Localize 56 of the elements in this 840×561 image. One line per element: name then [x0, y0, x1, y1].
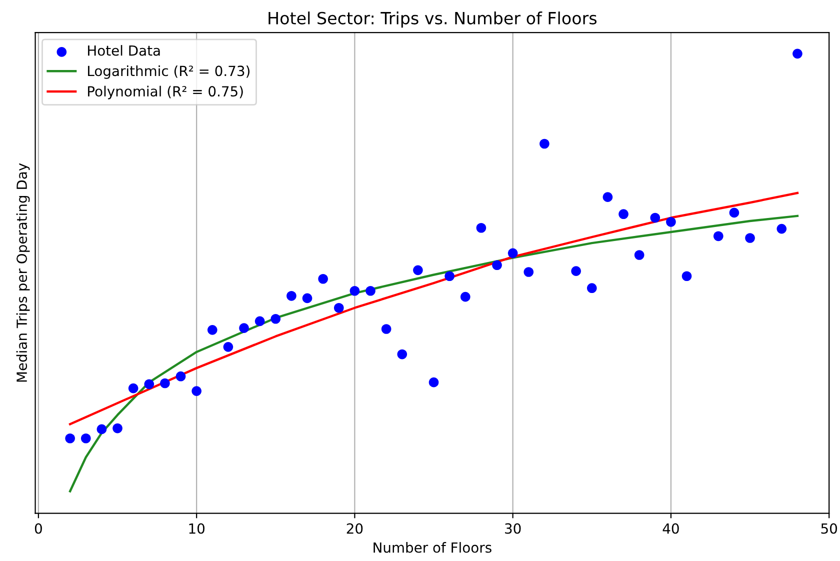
- point: [476, 222, 486, 233]
- x-axis-title: Number of Floors: [374, 542, 492, 553]
- point: [602, 192, 613, 202]
- x-tick-label: 10: [189, 523, 204, 534]
- point: [634, 250, 644, 260]
- point: [334, 302, 344, 313]
- point: [413, 265, 423, 276]
- point: [524, 267, 534, 277]
- point: [112, 423, 122, 434]
- x-tick-label: 20: [346, 523, 363, 534]
- point: [239, 323, 249, 333]
- legend-label: Hotel Data: [88, 45, 160, 56]
- point: [571, 266, 581, 276]
- point: [666, 216, 676, 227]
- point: [729, 208, 740, 218]
- point: [350, 286, 360, 296]
- x-tick-label: 50: [821, 523, 837, 534]
- point: [192, 386, 202, 396]
- point: [270, 314, 281, 324]
- point: [144, 379, 154, 390]
- legend-label: Logarithmic (R² = 0.73): [88, 65, 250, 79]
- point: [428, 377, 439, 388]
- point: [286, 291, 296, 301]
- point: [223, 342, 234, 352]
- point: [618, 209, 628, 220]
- point: [745, 233, 755, 243]
- point: [508, 248, 518, 258]
- point: [586, 283, 597, 294]
- point: [176, 371, 186, 382]
- chart-title: Hotel Sector: Trips vs. Number of Floors: [268, 12, 597, 28]
- point: [776, 224, 787, 234]
- point: [254, 316, 265, 326]
- legend-label: Polynomial (R² = 0.75): [88, 86, 243, 100]
- point: [80, 433, 91, 444]
- point: [366, 286, 376, 296]
- point: [792, 48, 802, 59]
- point: [682, 271, 692, 282]
- point: [65, 433, 75, 444]
- point: [160, 378, 170, 388]
- point: [650, 212, 660, 223]
- point: [318, 274, 328, 284]
- point: [460, 292, 470, 302]
- point: [381, 324, 392, 334]
- point: [207, 325, 218, 335]
- x-tick-label: 30: [505, 523, 521, 534]
- y-axis-title: Median Trips per Operating Day: [16, 163, 30, 382]
- point: [713, 231, 724, 242]
- point: [397, 349, 408, 360]
- x-tick-label: 40: [662, 523, 679, 534]
- point: [96, 424, 107, 434]
- x-tick-label: 0: [34, 523, 42, 534]
- point: [128, 383, 138, 394]
- point: [540, 138, 550, 149]
- point: [492, 260, 502, 270]
- point: [444, 271, 454, 282]
- point: [302, 293, 312, 304]
